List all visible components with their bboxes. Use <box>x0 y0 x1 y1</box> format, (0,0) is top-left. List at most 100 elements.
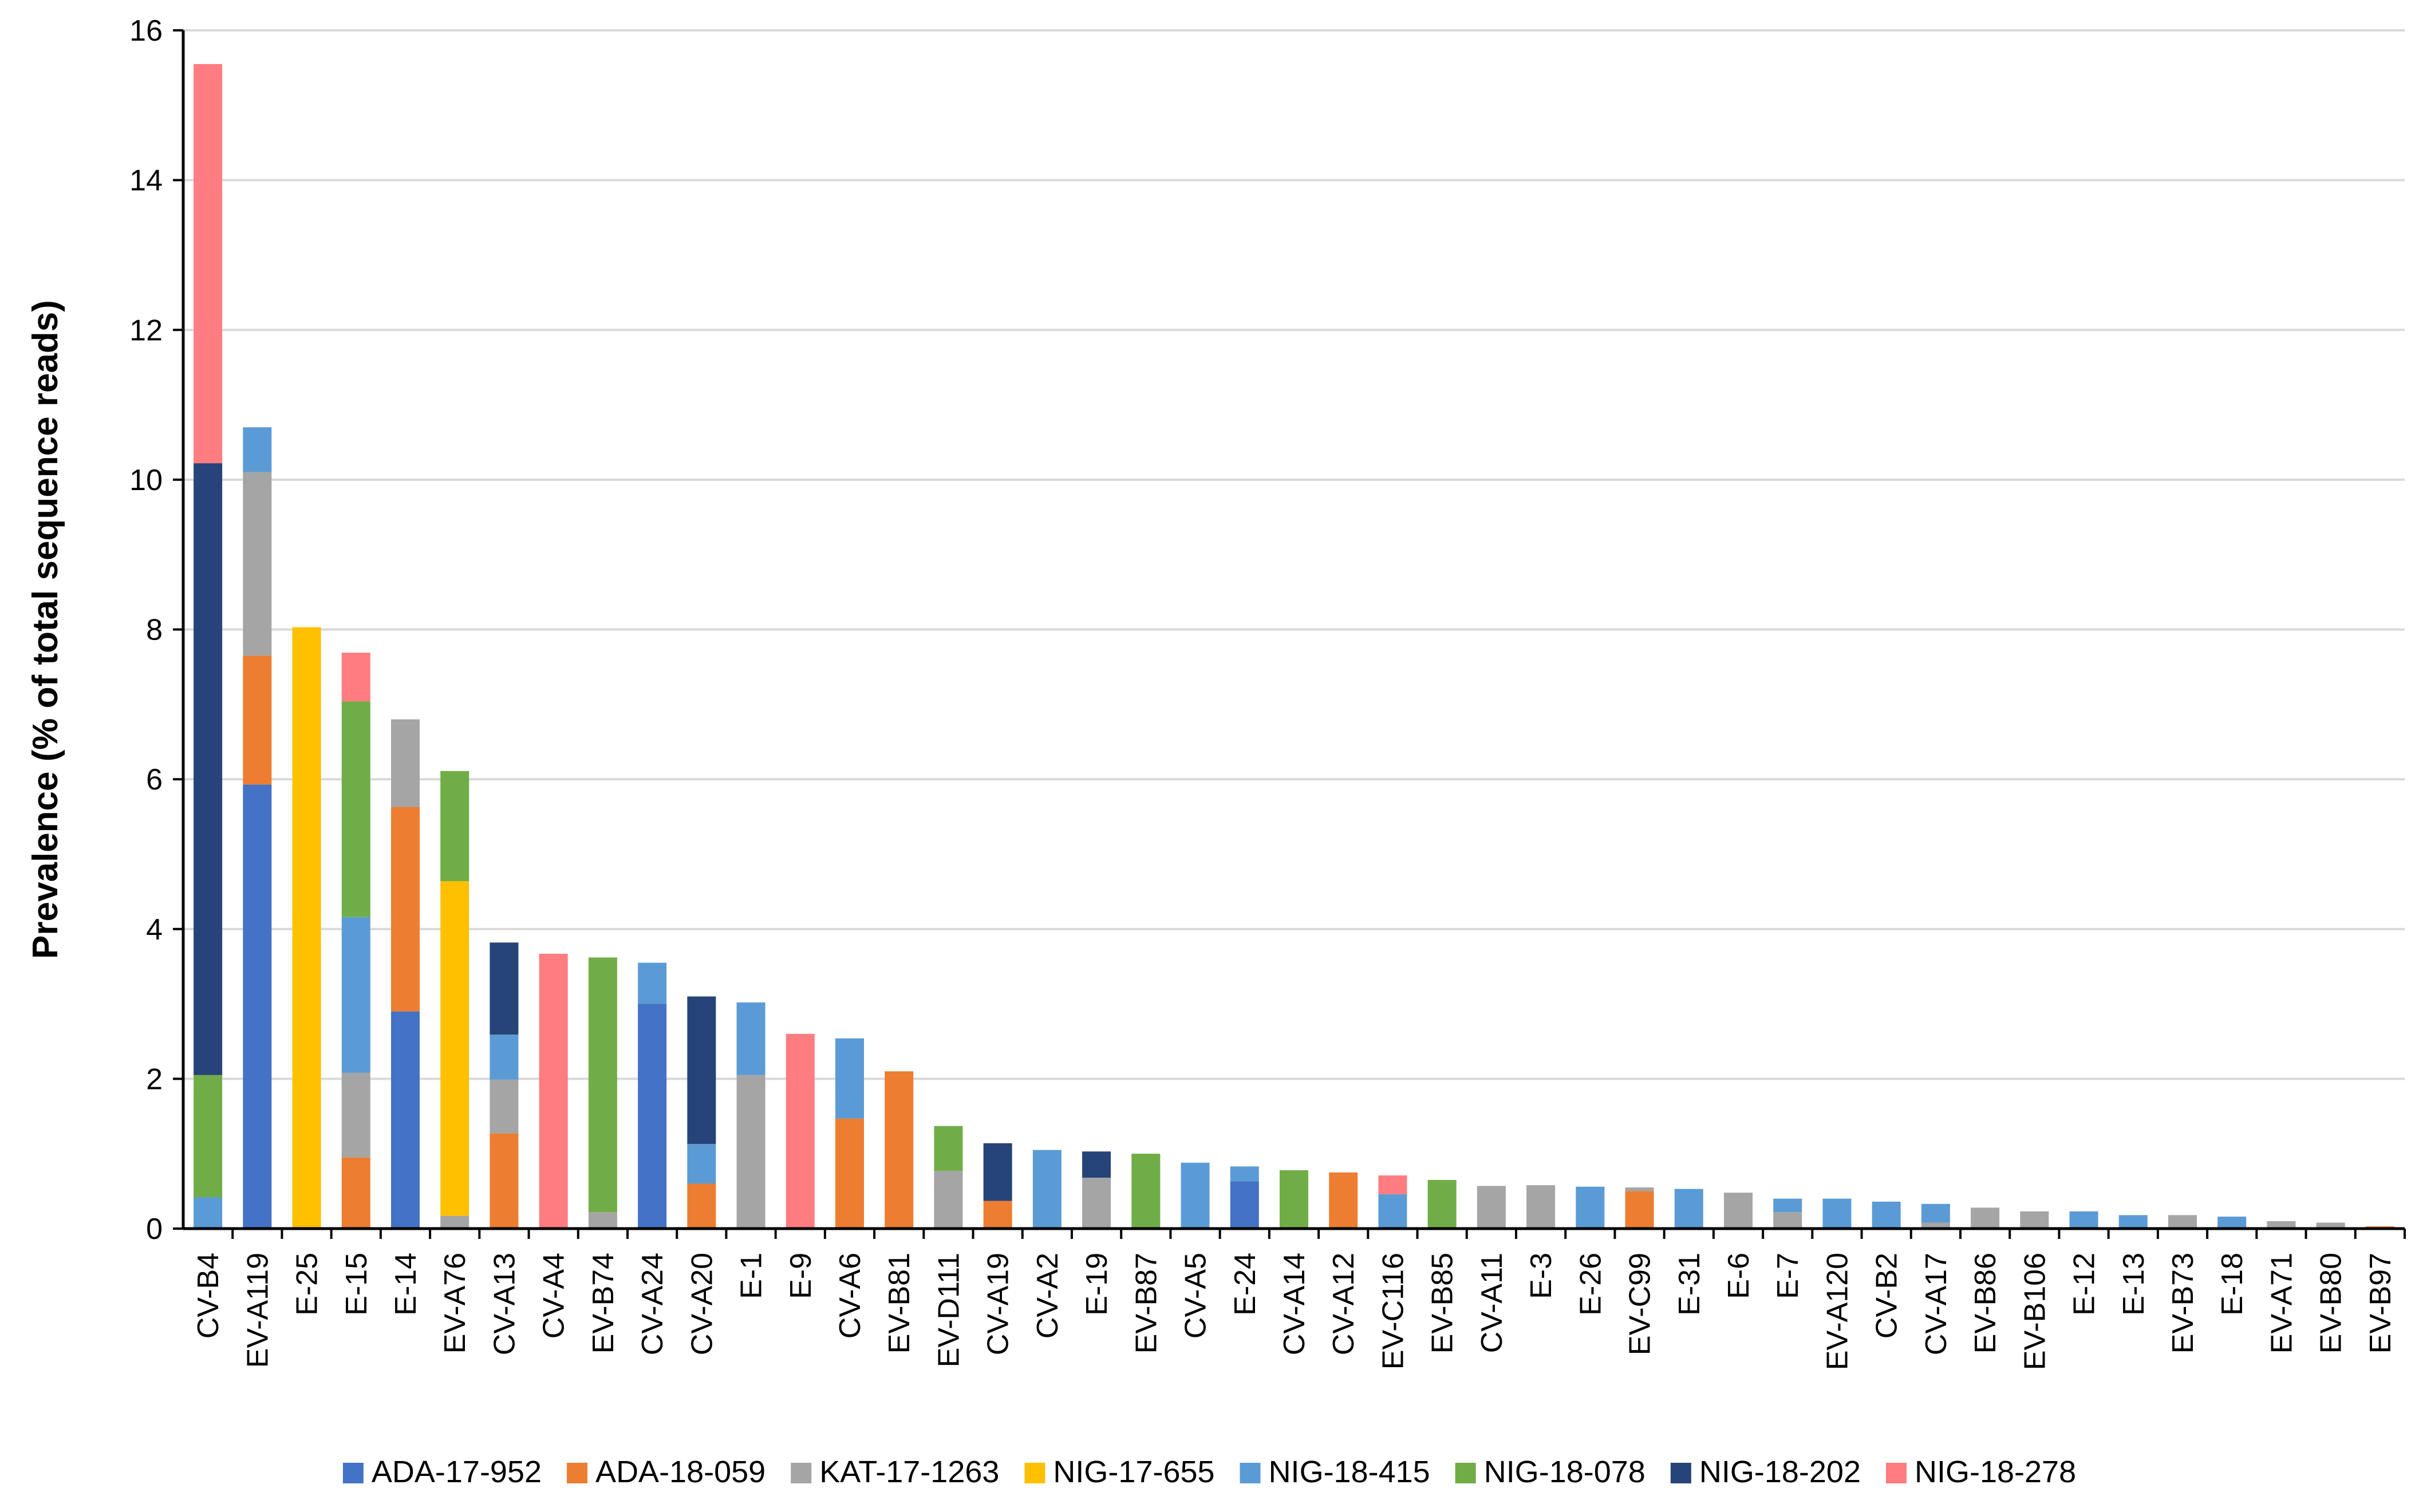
x-tick-label: E-7 <box>1771 1253 1805 1299</box>
x-tick-label: EV-B85 <box>1426 1253 1459 1353</box>
x-tick-label: E-18 <box>2216 1253 2249 1316</box>
legend-item: NIG-18-202 <box>1670 1455 1861 1489</box>
bar-segment <box>390 719 420 807</box>
bars <box>194 64 2394 1229</box>
x-tick-label: EV-B80 <box>2315 1253 2348 1353</box>
bar-segment <box>194 64 223 464</box>
legend-item: KAT-17-1263 <box>791 1455 999 1489</box>
x-tick-label: CV-A12 <box>1327 1253 1360 1355</box>
bar-segment <box>1427 1179 1457 1229</box>
x-tick-label: CV-A13 <box>488 1253 521 1355</box>
y-tick-labels: 0 2 4 6 8 10 12 14 16 <box>129 14 183 1246</box>
legend-swatch <box>1885 1463 1907 1483</box>
bar-segment <box>490 1079 519 1134</box>
bar-segment <box>490 942 519 1035</box>
bar-segment <box>341 701 370 917</box>
bar-segment <box>1822 1198 1852 1229</box>
bar-segment <box>835 1118 865 1229</box>
bar-segment <box>243 472 272 656</box>
y-tick-label: 16 <box>129 14 163 48</box>
bar-segment <box>1773 1198 1802 1213</box>
bar-segment <box>786 1033 815 1229</box>
bar-segment <box>2168 1215 2197 1229</box>
bar-segment <box>1971 1207 2000 1229</box>
bar-segment <box>194 1075 223 1198</box>
bar-segment <box>2118 1215 2148 1229</box>
legend-swatch <box>1670 1463 1691 1483</box>
bar-segment <box>588 957 617 1213</box>
x-tick-label: CV-A5 <box>1179 1253 1213 1339</box>
legend-label: NIG-18-202 <box>1699 1455 1861 1489</box>
bar-segment <box>983 1201 1012 1229</box>
x-tick-label: CV-B2 <box>1871 1253 1904 1339</box>
x-tick-label: CV-A24 <box>636 1253 669 1355</box>
x-tick-label: EV-B106 <box>2018 1253 2051 1370</box>
bar-segment <box>885 1071 914 1229</box>
x-tick-label: EV-A76 <box>439 1253 472 1353</box>
bar-segment <box>1131 1154 1161 1229</box>
bar-segment <box>1082 1178 1111 1229</box>
bar-segment <box>194 1197 223 1229</box>
bar-segment <box>1230 1166 1259 1182</box>
bar-segment <box>1181 1162 1210 1229</box>
bar-segment <box>341 653 370 702</box>
y-tick-label: 4 <box>146 913 163 946</box>
y-tick-label: 6 <box>146 763 163 796</box>
bar-segment <box>243 427 272 472</box>
x-tick-label: E-3 <box>1525 1253 1558 1299</box>
bar-segment <box>490 1035 519 1080</box>
y-tick-label: 2 <box>146 1063 163 1096</box>
bar-segment <box>835 1038 865 1119</box>
x-tick-label: CV-A4 <box>538 1253 571 1339</box>
bar-segment <box>1526 1185 1556 1229</box>
bar-segment <box>390 807 420 1012</box>
legend-swatch <box>342 1463 364 1483</box>
x-tick-label: CV-A14 <box>1278 1253 1311 1355</box>
y-tick-label: 12 <box>129 314 163 347</box>
bar-segment <box>2020 1211 2049 1229</box>
x-tick-label: E-9 <box>784 1253 818 1299</box>
bar-segment <box>1032 1150 1061 1229</box>
legend-item: NIG-18-078 <box>1455 1455 1645 1489</box>
legend-item: NIG-18-415 <box>1240 1455 1430 1489</box>
bar-segment <box>243 656 272 785</box>
bar-segment <box>341 1157 370 1229</box>
legend-label: NIG-18-078 <box>1484 1455 1645 1489</box>
bar-segment <box>1872 1201 1901 1229</box>
x-tick-label: EV-B73 <box>2167 1253 2200 1353</box>
bar-segment <box>983 1143 1012 1201</box>
x-tick-label: E-15 <box>340 1253 373 1316</box>
bar-segment <box>1378 1175 1407 1194</box>
gridlines <box>183 29 2405 1080</box>
x-tick-label: EV-B87 <box>1130 1253 1163 1353</box>
x-tick-label: CV-A2 <box>1031 1253 1064 1339</box>
bar-segment <box>490 1133 519 1229</box>
bar-segment <box>440 1215 469 1229</box>
y-tick-label: 0 <box>146 1213 163 1246</box>
legend-label: NIG-17-655 <box>1053 1455 1214 1489</box>
bar-segment <box>341 917 370 1073</box>
x-tick-label: CV-A6 <box>834 1253 867 1339</box>
legend-item: ADA-17-952 <box>342 1455 542 1489</box>
y-tick-label: 8 <box>146 614 163 647</box>
bar-segment <box>440 881 469 1216</box>
bar-segment <box>1477 1186 1506 1229</box>
bar-segment <box>292 627 321 1229</box>
bar-segment <box>1279 1170 1309 1229</box>
x-tick-label: CV-A19 <box>982 1253 1015 1355</box>
legend-swatch <box>1455 1463 1476 1483</box>
bar-segment <box>1082 1151 1111 1178</box>
bar-segment <box>1625 1191 1654 1229</box>
bar-segment <box>1625 1187 1654 1191</box>
bar-segment <box>341 1072 370 1158</box>
x-tick-labels: CV-B4 EV-A119 E-25 E-15 E-14 EV-A76 CV-A13 CV-A… <box>192 1229 2406 1370</box>
bar-segment <box>1329 1172 1358 1229</box>
bar-segment <box>588 1212 617 1229</box>
legend-item: NIG-18-278 <box>1885 1455 2076 1489</box>
bar-segment <box>1378 1194 1407 1229</box>
bar-segment <box>736 1075 765 1229</box>
x-tick-label: E-6 <box>1722 1253 1755 1299</box>
bar-segment <box>194 463 223 1075</box>
bar-segment <box>1773 1212 1802 1229</box>
